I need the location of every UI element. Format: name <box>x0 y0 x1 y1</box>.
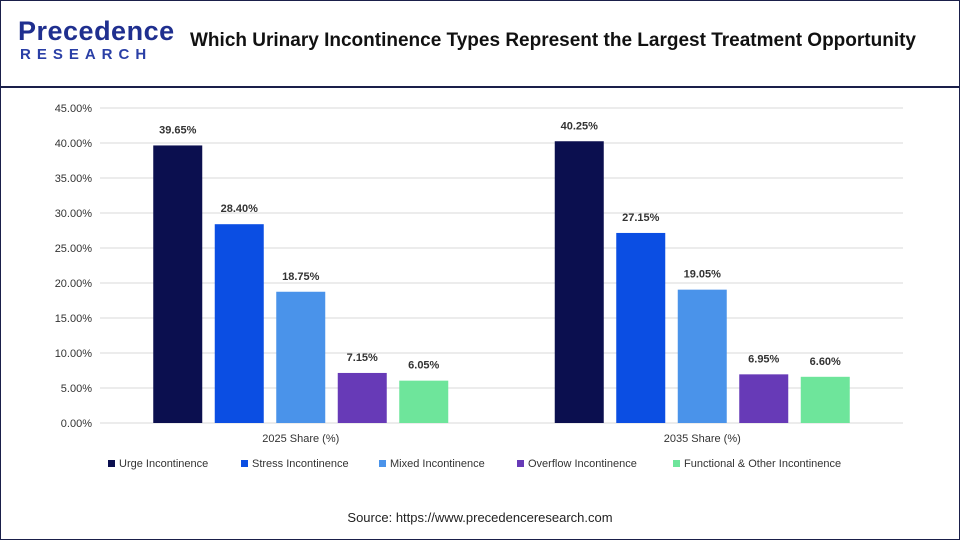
legend-swatch <box>379 460 386 467</box>
bar <box>337 372 387 423</box>
data-label: 19.05% <box>684 269 722 281</box>
y-tick-label: 40.00% <box>55 138 93 150</box>
chart-title: Which Urinary Incontinence Types Represe… <box>190 30 916 51</box>
data-label: 6.05% <box>408 360 439 372</box>
logo-sub-text: RESEARCH <box>20 46 153 63</box>
bar <box>739 374 789 423</box>
legend-swatch <box>241 460 248 467</box>
legend-swatch <box>108 460 115 467</box>
y-tick-label: 45.00% <box>55 103 93 115</box>
data-label: 6.95% <box>748 353 779 365</box>
x-category-label: 2025 Share (%) <box>262 433 339 445</box>
source-note: Source: https://www.precedenceresearch.c… <box>347 510 613 525</box>
data-label: 40.25% <box>561 120 599 132</box>
bar <box>616 232 666 423</box>
data-label: 6.60% <box>810 356 841 368</box>
bar <box>153 145 203 423</box>
legend-swatch <box>517 460 524 467</box>
y-tick-label: 10.00% <box>55 348 93 360</box>
legend-label: Stress Incontinence <box>252 458 349 470</box>
y-tick-label: 35.00% <box>55 173 93 185</box>
x-category-label: 2035 Share (%) <box>664 433 741 445</box>
bar <box>399 380 449 423</box>
y-tick-label: 0.00% <box>61 418 92 430</box>
legend-swatch <box>673 460 680 467</box>
y-tick-label: 15.00% <box>55 313 93 325</box>
data-label: 7.15% <box>347 352 378 364</box>
data-label: 18.75% <box>282 271 320 283</box>
data-label: 27.15% <box>622 212 660 224</box>
header-divider <box>0 86 960 88</box>
logo-main-text: Precedence <box>18 16 175 46</box>
logo: Precedence RESEARCH <box>18 16 174 66</box>
legend-label: Functional & Other Incontinence <box>684 458 841 470</box>
legend-label: Overflow Incontinence <box>528 458 637 470</box>
header: Precedence RESEARCH Which Urinary Incont… <box>0 0 960 86</box>
bar <box>800 376 850 423</box>
bar <box>677 289 727 423</box>
y-tick-label: 30.00% <box>55 208 93 220</box>
bar <box>554 141 604 423</box>
y-tick-label: 20.00% <box>55 278 93 290</box>
legend-label: Mixed Incontinence <box>390 458 485 470</box>
bar-chart: 0.00% 5.00% 10.00% 15.00% 20.00% 25.00% 30.00%… <box>55 103 903 470</box>
data-label: 39.65% <box>159 124 197 136</box>
bar <box>214 224 264 423</box>
bar <box>276 291 326 423</box>
y-tick-label: 25.00% <box>55 243 93 255</box>
y-tick-label: 5.00% <box>61 383 92 395</box>
data-label: 28.40% <box>221 203 259 215</box>
legend-label: Urge Incontinence <box>119 458 208 470</box>
